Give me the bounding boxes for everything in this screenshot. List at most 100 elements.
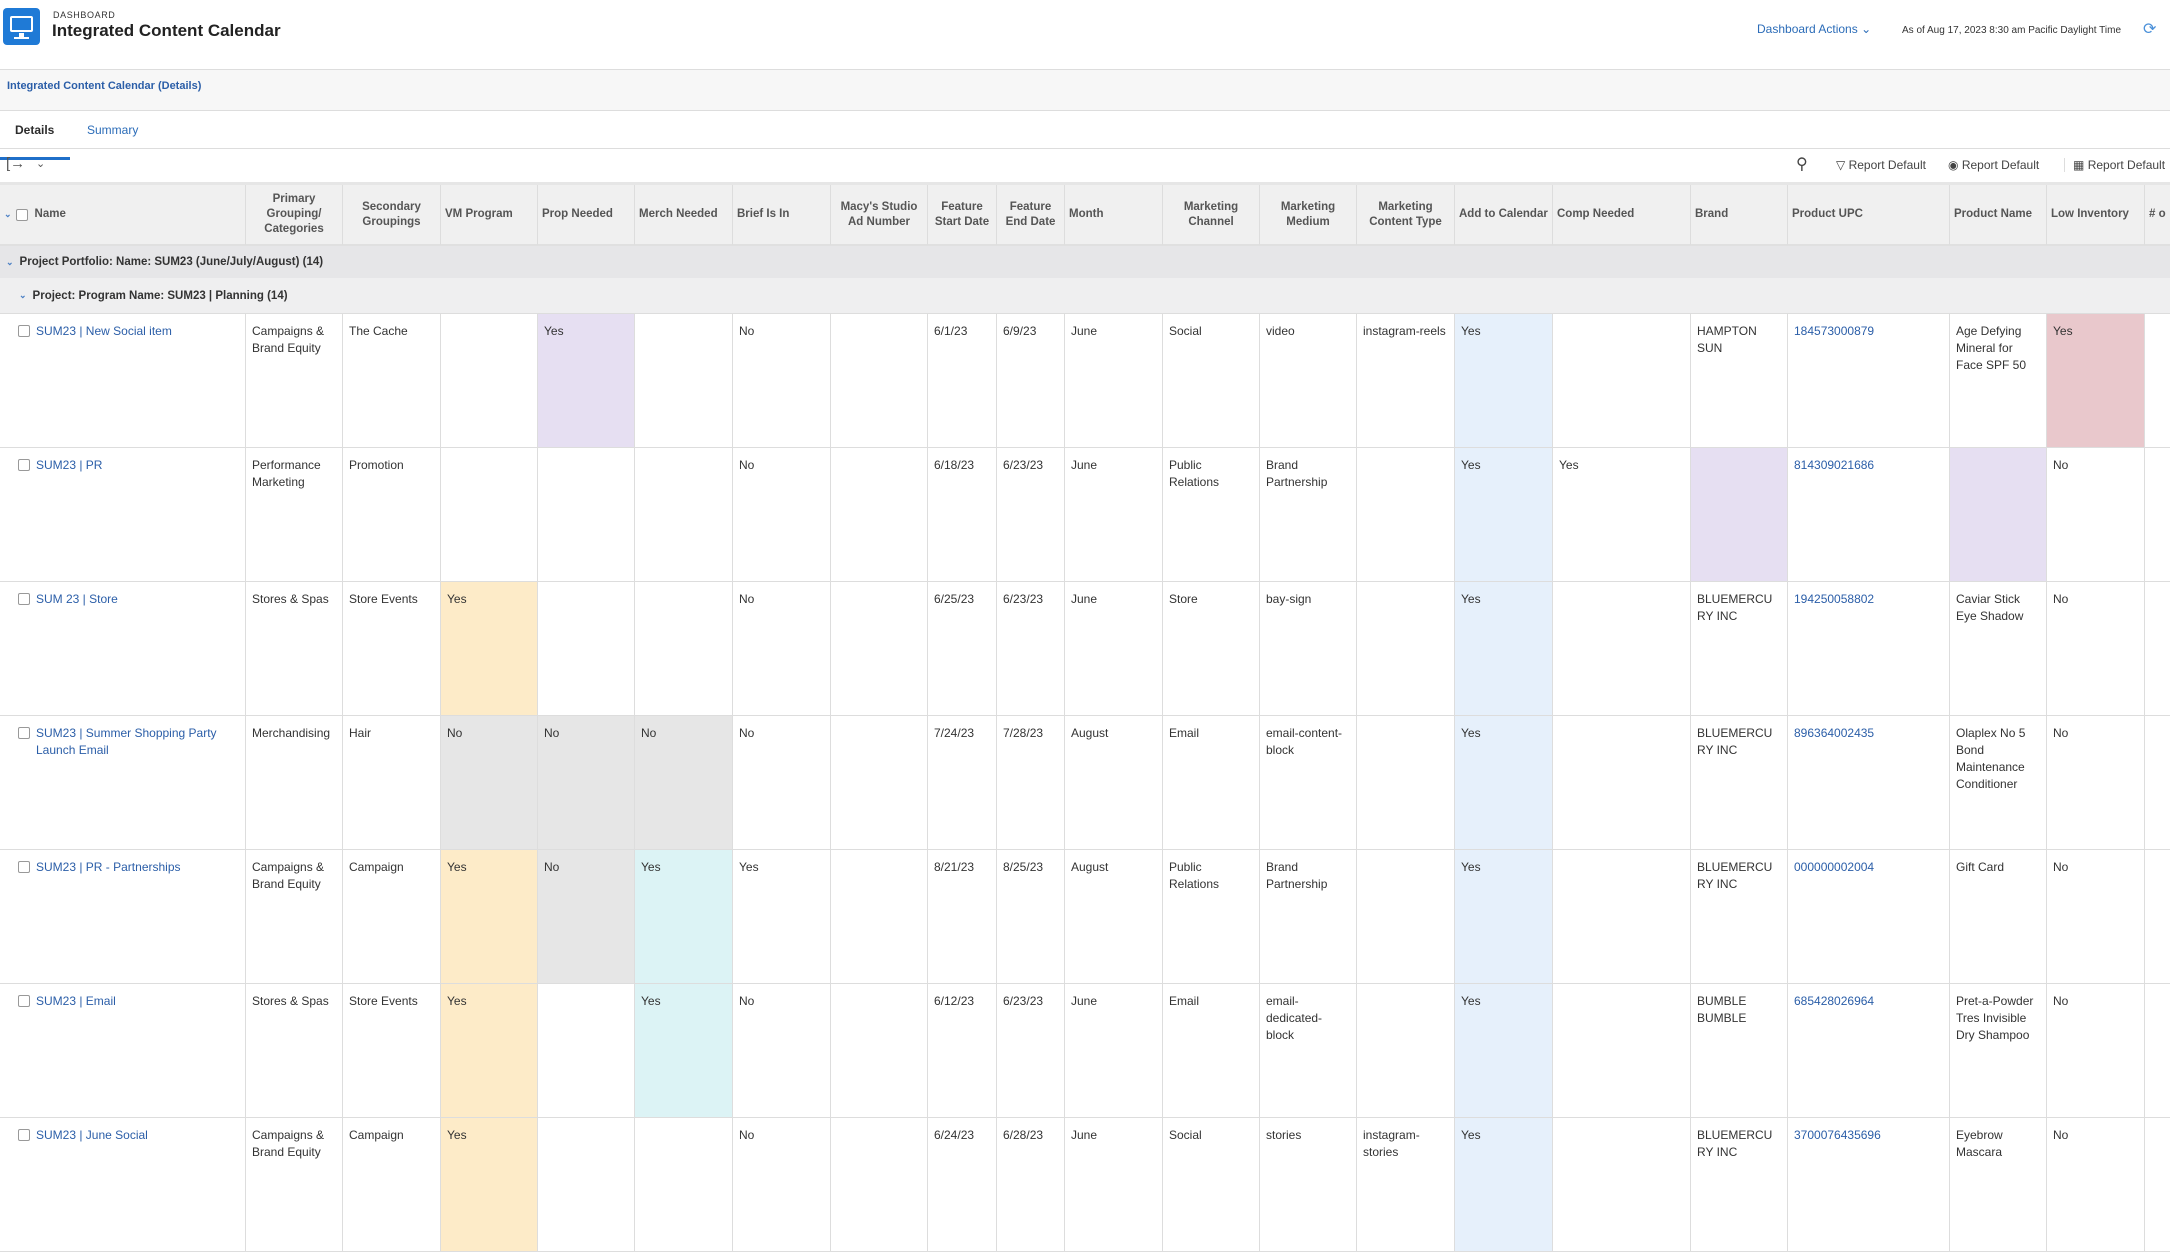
column-header[interactable]: Merch Needed bbox=[635, 185, 733, 246]
product-upc-link[interactable]: 184573000879 bbox=[1794, 324, 1875, 338]
row-name-link[interactable]: SUM23 | New Social item bbox=[36, 324, 172, 338]
table-cell: Campaigns & Brand Equity bbox=[246, 314, 343, 448]
table-cell: Brand Partnership bbox=[1260, 850, 1357, 984]
select-all-checkbox[interactable] bbox=[15, 208, 28, 221]
chevron-down-icon[interactable]: ⌄ bbox=[6, 256, 14, 267]
row-checkbox[interactable] bbox=[18, 861, 30, 873]
table-cell bbox=[538, 1118, 635, 1252]
product-upc-link[interactable]: 814309021686 bbox=[1794, 458, 1875, 472]
row-name-link[interactable]: SUM23 | Summer Shopping Party Launch Ema… bbox=[36, 726, 217, 757]
row-checkbox[interactable] bbox=[18, 995, 30, 1007]
column-header[interactable]: Feature Start Date bbox=[928, 185, 997, 246]
dashboard-actions-button[interactable]: Dashboard Actions ⌄ bbox=[1757, 22, 1871, 36]
table-cell: No bbox=[733, 1118, 831, 1252]
table-cell: No bbox=[538, 716, 635, 850]
table-cell: 000000002004 bbox=[1788, 850, 1950, 984]
column-header[interactable]: Marketing Medium bbox=[1260, 185, 1357, 246]
table-header-row: ⌄ Name Primary Grouping/ Categories Seconda… bbox=[0, 185, 2170, 246]
product-upc-link[interactable]: 000000002004 bbox=[1794, 860, 1875, 874]
search-icon[interactable]: ⚲ bbox=[1796, 156, 1808, 173]
table-cell bbox=[1553, 1118, 1691, 1252]
table-cell: No bbox=[538, 850, 635, 984]
table-cell bbox=[441, 448, 538, 582]
grouping-label: Report Default bbox=[2087, 158, 2166, 172]
column-header[interactable]: VM Program bbox=[441, 185, 538, 246]
table-cell: SUM23 | PR bbox=[0, 448, 246, 582]
table-cell bbox=[831, 1118, 928, 1252]
column-header-label: Name bbox=[34, 208, 66, 220]
row-name-link[interactable]: SUM 23 | Store bbox=[36, 592, 118, 606]
table-row: SUM23 | PR - Partnerships Campaigns & Bra… bbox=[0, 850, 2170, 984]
table-cell: 7/28/23 bbox=[997, 716, 1065, 850]
table-cell: June bbox=[1065, 314, 1163, 448]
product-upc-link[interactable]: 3700076435696 bbox=[1794, 1128, 1881, 1142]
group-row-portfolio[interactable]: ⌄ Project Portfolio: Name: SUM23 (June/Ju… bbox=[0, 246, 2170, 278]
tab-summary[interactable]: Summary bbox=[87, 123, 139, 137]
product-upc-link[interactable]: 194250058802 bbox=[1794, 592, 1875, 606]
column-header[interactable]: Prop Needed bbox=[538, 185, 635, 246]
table-cell bbox=[831, 582, 928, 716]
row-name-link[interactable]: SUM23 | Email bbox=[36, 994, 116, 1008]
row-name-link[interactable]: SUM23 | PR bbox=[36, 458, 103, 472]
chevron-down-icon[interactable]: ⌄ bbox=[19, 290, 27, 300]
table-cell: Yes bbox=[1455, 984, 1553, 1118]
column-header[interactable]: Low Inventory bbox=[2047, 185, 2145, 246]
product-upc-link[interactable]: 896364002435 bbox=[1794, 726, 1875, 740]
refresh-icon[interactable]: ⟳ bbox=[2143, 21, 2157, 38]
column-header[interactable]: Marketing Content Type bbox=[1357, 185, 1455, 246]
table-cell: 6/23/23 bbox=[997, 448, 1065, 582]
table-cell bbox=[1357, 716, 1455, 850]
column-header[interactable]: Primary Grouping/ Categories bbox=[246, 185, 343, 246]
row-checkbox[interactable] bbox=[18, 593, 30, 605]
table-cell: No bbox=[733, 582, 831, 716]
table-cell: Yes bbox=[441, 984, 538, 1118]
chevron-down-icon[interactable]: ⌄ bbox=[36, 158, 46, 170]
column-header[interactable]: Macy's Studio Ad Number bbox=[831, 185, 928, 246]
row-name-link[interactable]: SUM23 | PR - Partnerships bbox=[36, 860, 181, 874]
breadcrumb-link[interactable]: Integrated Content Calendar (Details) bbox=[7, 80, 202, 92]
view-button[interactable]: ◉ Report Default bbox=[1948, 158, 2039, 172]
table-cell: Stores & Spas bbox=[246, 582, 343, 716]
table-cell bbox=[1553, 582, 1691, 716]
group-row-program[interactable]: ⌄ Project: Program Name: SUM23 | Planning… bbox=[0, 278, 2170, 314]
column-header[interactable]: Marketing Channel bbox=[1163, 185, 1260, 246]
column-header[interactable]: Brief Is In bbox=[733, 185, 831, 246]
column-header[interactable]: Add to Calendar bbox=[1455, 185, 1553, 246]
column-header[interactable]: Comp Needed bbox=[1553, 185, 1691, 246]
row-checkbox[interactable] bbox=[18, 459, 30, 471]
table-cell: Yes bbox=[441, 1118, 538, 1252]
tab-details[interactable]: Details bbox=[0, 123, 70, 160]
table-cell: No bbox=[2047, 850, 2145, 984]
row-checkbox[interactable] bbox=[18, 727, 30, 739]
table-cell: Yes bbox=[635, 984, 733, 1118]
table-cell: SUM23 | Email bbox=[0, 984, 246, 1118]
column-header[interactable]: Feature End Date bbox=[997, 185, 1065, 246]
export-icon[interactable]: [→ bbox=[6, 155, 26, 172]
table-cell: Hair bbox=[343, 716, 441, 850]
table-cell bbox=[2145, 716, 2170, 850]
column-header[interactable]: Product UPC bbox=[1788, 185, 1950, 246]
table-cell: No bbox=[733, 448, 831, 582]
table-cell bbox=[1553, 850, 1691, 984]
view-label: Report Default bbox=[1961, 158, 2040, 172]
column-header[interactable]: Brand bbox=[1691, 185, 1788, 246]
column-header[interactable]: ⌄ Name bbox=[0, 185, 246, 246]
row-checkbox[interactable] bbox=[18, 1129, 30, 1141]
column-header[interactable]: Month bbox=[1065, 185, 1163, 246]
table-cell: Public Relations bbox=[1163, 850, 1260, 984]
column-header[interactable]: Product Name bbox=[1950, 185, 2047, 246]
table-cell: Email bbox=[1163, 984, 1260, 1118]
table-cell: Yes bbox=[1455, 448, 1553, 582]
column-header[interactable]: Secondary Groupings bbox=[343, 185, 441, 246]
column-header[interactable]: # o bbox=[2145, 185, 2170, 246]
grouping-button[interactable]: ▦ Report Default bbox=[2064, 158, 2165, 172]
table-cell bbox=[831, 314, 928, 448]
collapse-all-chevron-icon[interactable]: ⌄ bbox=[4, 209, 12, 219]
product-upc-link[interactable]: 685428026964 bbox=[1794, 994, 1875, 1008]
table-cell: June bbox=[1065, 984, 1163, 1118]
table-cell: Yes bbox=[441, 582, 538, 716]
filter-button[interactable]: ▽ Report Default bbox=[1836, 158, 1926, 172]
row-name-link[interactable]: SUM23 | June Social bbox=[36, 1128, 148, 1142]
row-checkbox[interactable] bbox=[18, 325, 30, 337]
table-cell: Yes bbox=[1455, 582, 1553, 716]
